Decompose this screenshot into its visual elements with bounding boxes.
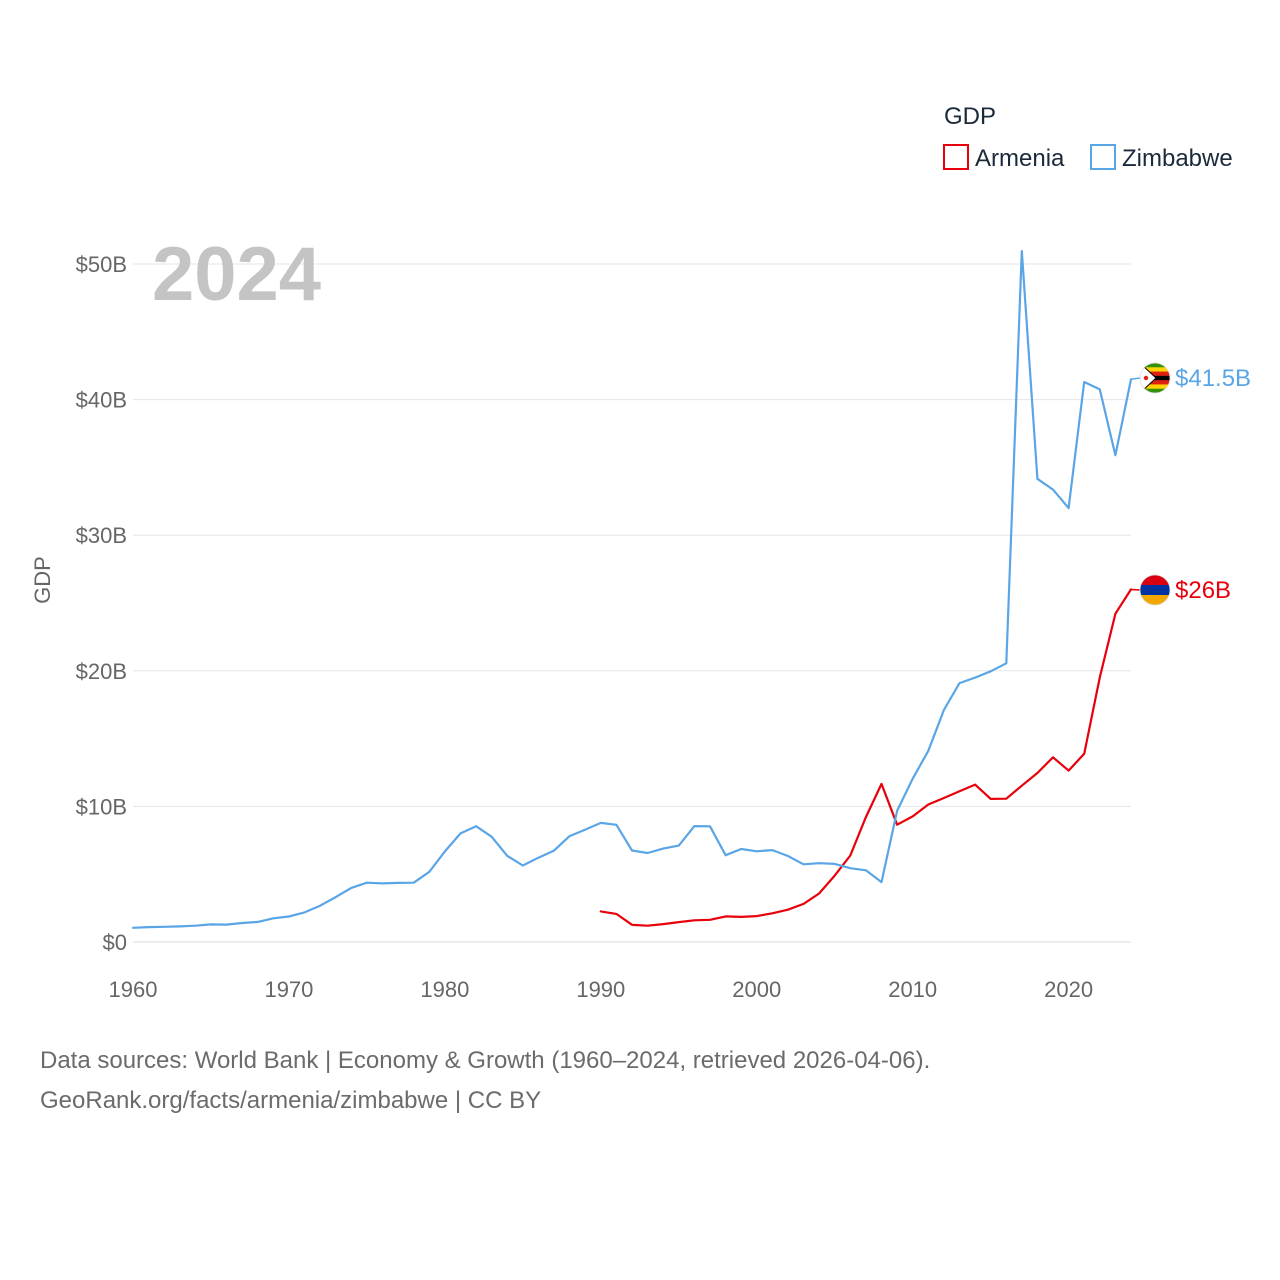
legend-label-armenia: Armenia <box>975 145 1065 172</box>
legend-item-zimbabwe[interactable]: Zimbabwe <box>1090 144 1233 172</box>
flag-ring <box>1139 362 1171 394</box>
x-tick-label: 2020 <box>1044 977 1093 1002</box>
flag-ring <box>1139 574 1171 606</box>
flag-stripe <box>1140 388 1170 393</box>
flag-star <box>1143 375 1149 381</box>
flag-stripe-red <box>1140 575 1170 585</box>
flag-stripe-orange <box>1140 595 1170 605</box>
y-tick-label: $30B <box>76 523 127 548</box>
y-tick-label: $20B <box>76 659 127 684</box>
flag-stripe <box>1140 371 1170 377</box>
source-line-1: Data sources: World Bank | Economy & Gro… <box>40 1047 930 1074</box>
y-tick-label: $10B <box>76 794 127 819</box>
flag-stripe <box>1140 367 1170 373</box>
y-tick-label: $0 <box>103 930 127 955</box>
zimbabwe-flag-icon <box>1139 362 1171 394</box>
x-tick-label: 2010 <box>888 977 937 1002</box>
grid-lines <box>133 263 1131 943</box>
x-axis-ticks: 1960 1970 1980 1990 2000 2010 2020 <box>109 977 1094 1002</box>
flag-stripe <box>1140 363 1170 368</box>
end-value-label-zimbabwe: $41.5B <box>1175 365 1251 392</box>
legend-title: GDP <box>944 103 996 130</box>
end-connector <box>1130 588 1141 591</box>
x-tick-label: 1960 <box>109 977 158 1002</box>
series-lines <box>131 250 1133 929</box>
y-axis-title: GDP <box>30 556 55 604</box>
x-tick-label: 1970 <box>264 977 313 1002</box>
x-tick-label: 2000 <box>732 977 781 1002</box>
source-note: Data sources: World Bank | Economy & Gro… <box>40 1047 930 1114</box>
y-tick-label: $40B <box>76 388 127 413</box>
armenia-flag-icon <box>1139 574 1171 606</box>
y-axis-ticks: $0 $10B $20B $30B $40B $50B <box>76 252 127 955</box>
y-tick-label: $50B <box>76 252 127 277</box>
flag-stripe-blue <box>1140 585 1170 595</box>
legend-swatch-armenia <box>943 144 969 170</box>
end-labels: $26B $41.5B <box>1130 362 1251 606</box>
flag-stripe <box>1140 384 1170 390</box>
x-tick-label: 1980 <box>420 977 469 1002</box>
x-tick-label: 1990 <box>576 977 625 1002</box>
series-line-armenia[interactable] <box>599 588 1133 927</box>
end-value-label-armenia: $26B <box>1175 577 1231 604</box>
year-watermark: 2024 <box>152 232 321 317</box>
legend-label-zimbabwe: Zimbabwe <box>1122 145 1233 172</box>
source-line-2[interactable]: GeoRank.org/facts/armenia/zimbabwe | CC … <box>40 1087 541 1114</box>
legend: GDP Armenia Zimbabwe <box>943 103 1233 172</box>
flag-stripe <box>1140 380 1170 385</box>
legend-swatch-zimbabwe <box>1090 144 1116 170</box>
end-connector <box>1130 377 1141 381</box>
legend-item-armenia[interactable]: Armenia <box>943 144 1065 172</box>
series-line-zimbabwe[interactable] <box>131 250 1133 929</box>
